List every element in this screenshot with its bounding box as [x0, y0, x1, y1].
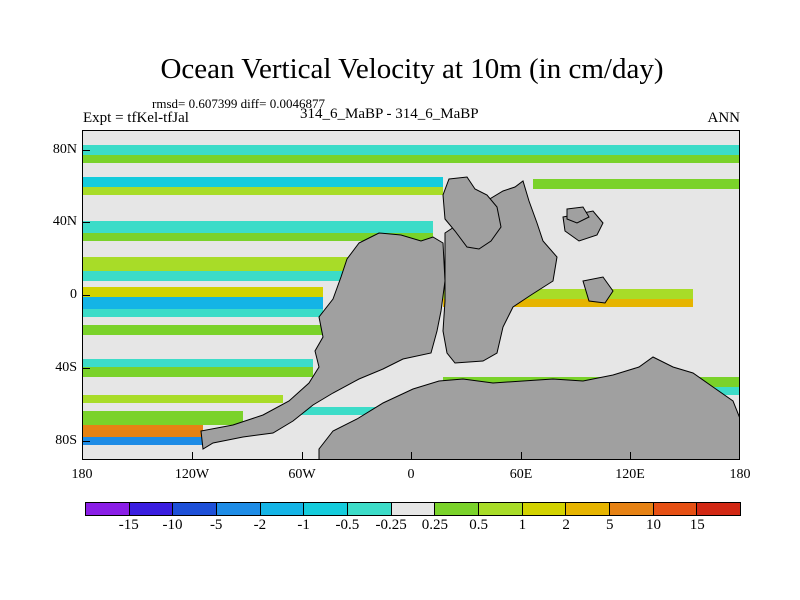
colorbar-swatch — [173, 503, 218, 515]
colorbar-label: -5 — [209, 517, 223, 533]
colorbar-swatch — [566, 503, 611, 515]
x-tick — [302, 452, 303, 460]
lon-label: 180 — [729, 467, 751, 482]
colorbar-swatch — [129, 503, 174, 515]
y-tick — [82, 150, 90, 151]
case-label: 314_6_MaBP - 314_6_MaBP — [300, 106, 479, 122]
antarctica-landmass — [318, 356, 739, 459]
colorbar-label: 15 — [689, 517, 705, 533]
land — [200, 176, 739, 459]
y-tick — [82, 368, 90, 369]
map-panel — [82, 130, 740, 460]
experiment-label: Expt = tfKel-tfJal — [83, 110, 189, 126]
colorbar-label: 0.25 — [421, 517, 448, 533]
band — [83, 221, 433, 233]
band — [83, 155, 739, 163]
lat-label: 0 — [70, 287, 77, 302]
lat-label: 80S — [55, 433, 77, 448]
velocity-map — [83, 145, 739, 459]
band — [83, 395, 283, 403]
y-tick — [82, 295, 90, 296]
stats-text: rmsd= 0.607399 diff= 0.0046877 — [152, 96, 325, 111]
colorbar-label: -0.5 — [335, 517, 360, 533]
band — [83, 367, 313, 377]
band — [83, 233, 433, 241]
band — [83, 271, 353, 281]
y-tick — [82, 441, 90, 442]
x-tick — [630, 452, 631, 460]
colorbar-swatch — [610, 503, 654, 515]
band — [83, 257, 353, 271]
band — [83, 411, 243, 425]
asia-landmass — [442, 176, 502, 250]
colorbar-label: -0.25 — [375, 517, 407, 533]
band — [83, 297, 323, 309]
lat-label: 80N — [52, 142, 77, 157]
x-tick — [521, 452, 522, 460]
band — [443, 289, 693, 299]
colorbar-label: -2 — [253, 517, 267, 533]
colorbar-swatch — [217, 503, 261, 515]
colorbar-label: 1 — [518, 517, 527, 533]
colorbar-label: -15 — [118, 517, 139, 533]
colorbar-label: -1 — [297, 517, 310, 533]
lon-label: 0 — [407, 467, 415, 482]
lon-label: 120E — [615, 467, 645, 482]
lon-label: 120W — [174, 467, 210, 482]
band — [283, 407, 403, 415]
band — [83, 187, 443, 195]
colorbar-swatch — [479, 503, 523, 515]
americas-landmass — [200, 232, 446, 450]
band — [83, 359, 313, 367]
y-tick — [82, 222, 90, 223]
x-tick — [192, 452, 193, 460]
band — [83, 177, 443, 187]
colorbar-swatch — [653, 503, 698, 515]
x-tick — [411, 452, 412, 460]
colorbar-swatch — [435, 503, 480, 515]
band — [83, 325, 333, 335]
colorbar-swatch — [260, 503, 305, 515]
lon-label: 180 — [71, 467, 93, 482]
colorbar-swatch — [304, 503, 349, 515]
colorbar-swatch — [697, 503, 741, 515]
colorbar-label: 10 — [646, 517, 662, 533]
band — [83, 145, 739, 155]
lon-label: 60W — [288, 467, 316, 482]
band — [533, 179, 739, 189]
lat-label: 40N — [52, 214, 77, 229]
season-label: ANN — [707, 110, 741, 126]
plot-title: Ocean Vertical Velocity at 10m (in cm/da… — [160, 53, 664, 85]
band — [83, 309, 323, 317]
colorbar-swatch — [522, 503, 567, 515]
colorbar — [85, 502, 741, 516]
colorbar-label: 5 — [606, 517, 614, 533]
island — [566, 206, 590, 224]
colorbar-swatch — [391, 503, 436, 515]
colorbar-swatch — [86, 503, 130, 515]
band — [83, 437, 203, 445]
colorbar-swatch — [348, 503, 392, 515]
colorbar-label: -10 — [162, 517, 183, 533]
band — [443, 299, 693, 307]
colorbar-label: 2 — [562, 517, 570, 533]
lat-label: 40S — [55, 360, 77, 375]
colorbar-label: 0.5 — [469, 517, 488, 533]
maritime-continent — [582, 276, 614, 304]
ocean-field — [83, 145, 739, 445]
band — [83, 287, 323, 297]
band — [83, 425, 203, 437]
lon-label: 60E — [509, 467, 533, 482]
